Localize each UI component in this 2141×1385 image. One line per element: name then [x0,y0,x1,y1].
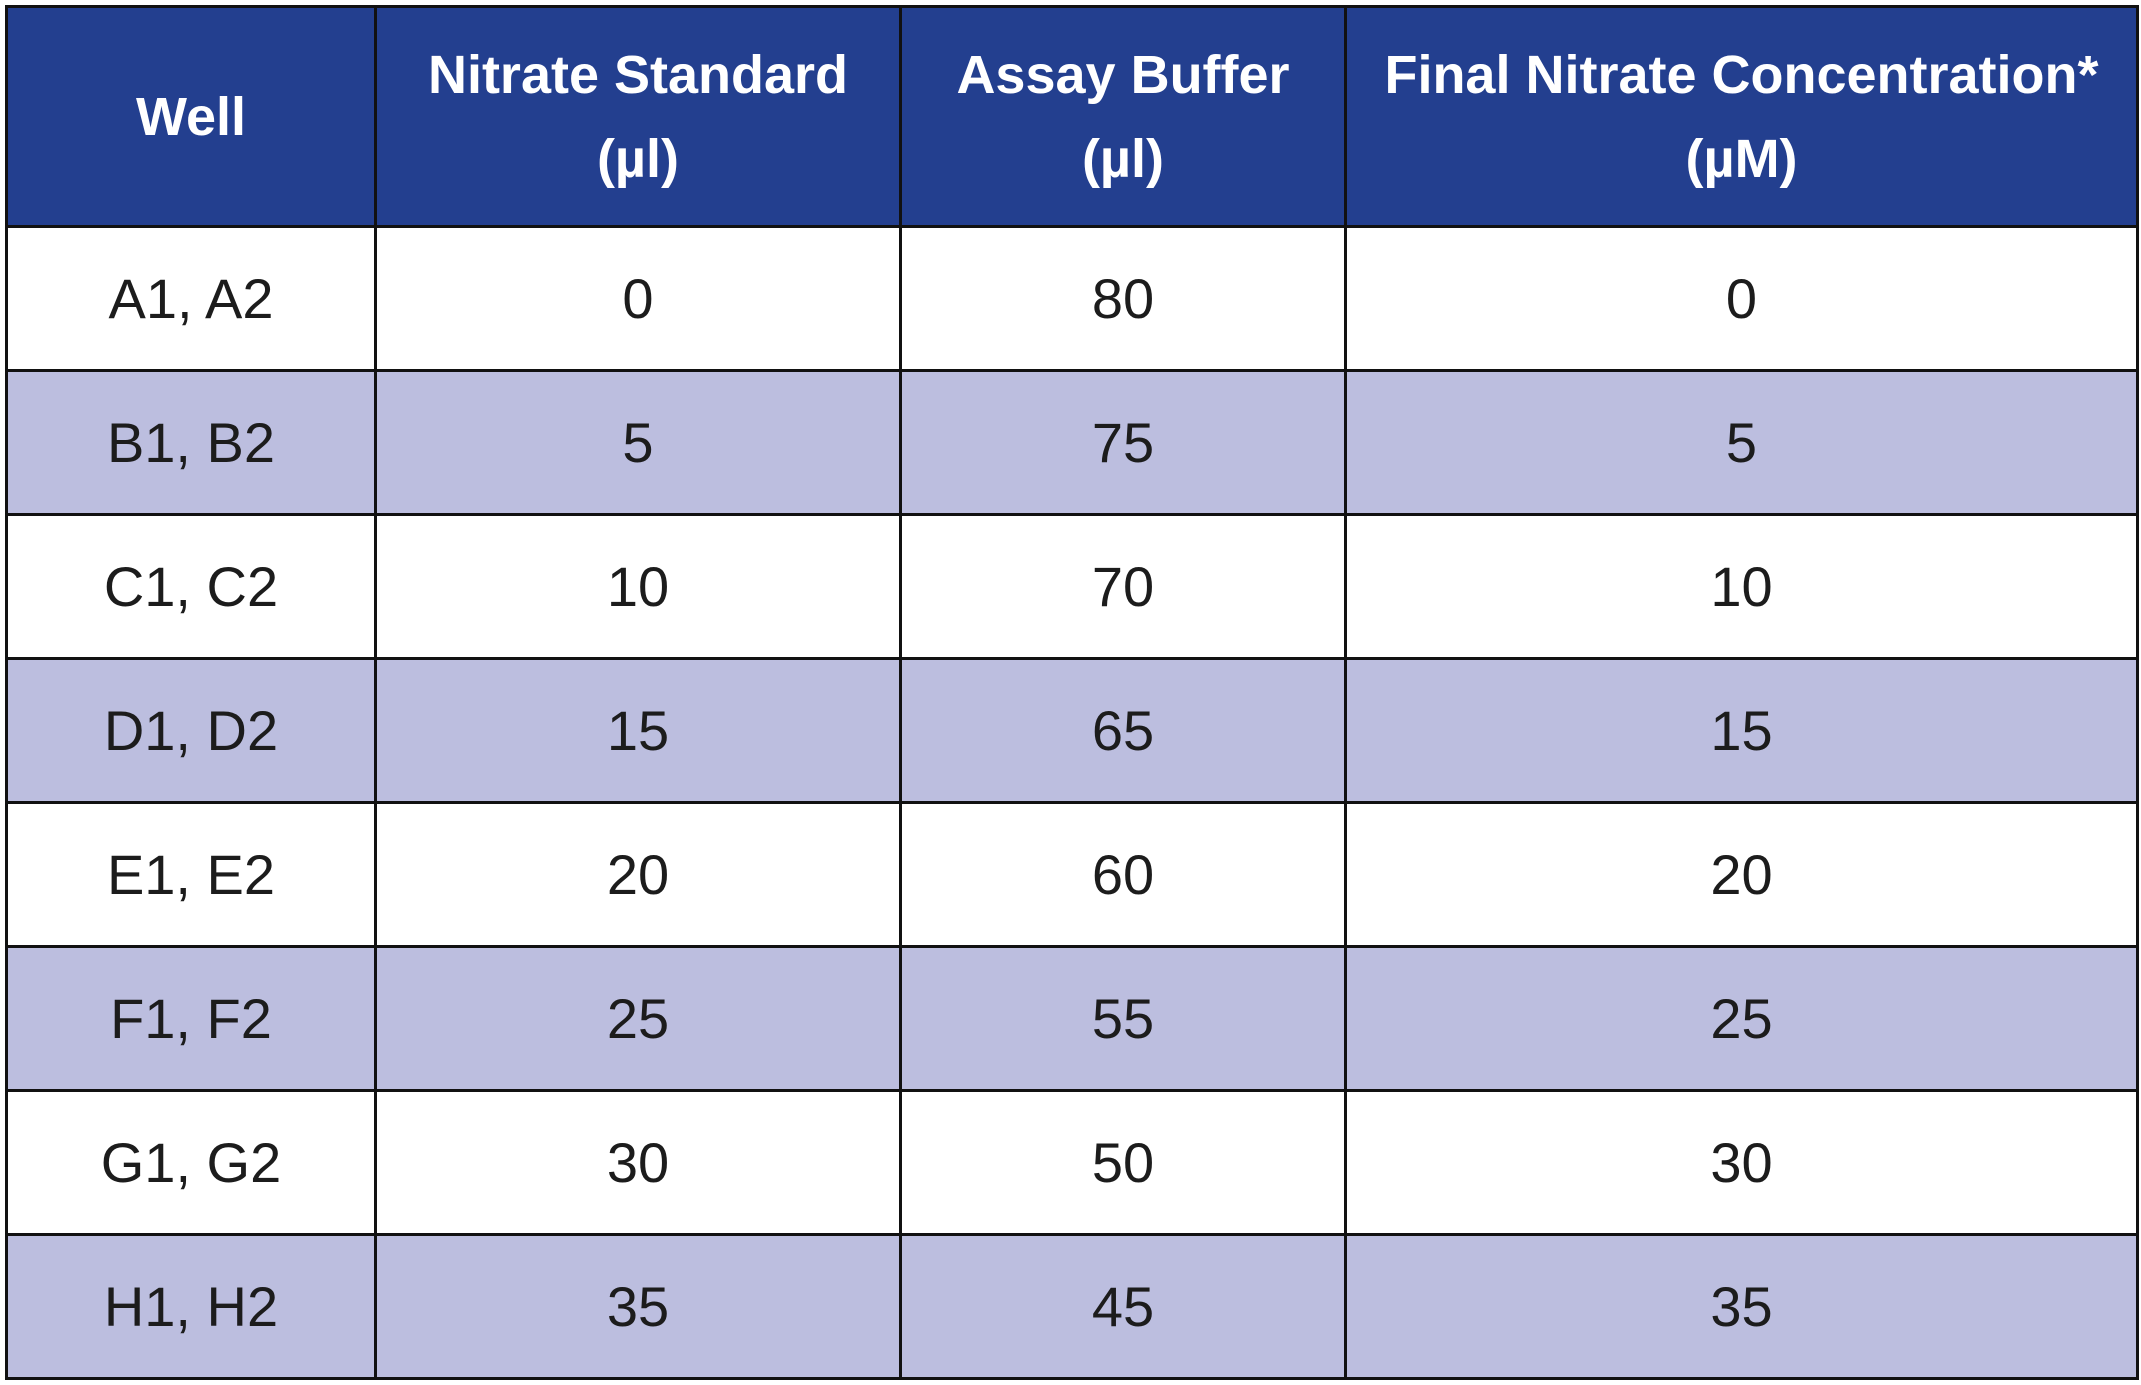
cell-well: G1, G2 [5,1089,377,1236]
table-row: B1, B2 5 75 5 [5,369,2139,516]
cell-final-concentration: 35 [1344,1233,2139,1380]
cell-final-concentration: 20 [1344,801,2139,948]
cell-nitrate-standard: 5 [374,369,902,516]
header-nitrate-standard: Nitrate Standard (µl) [374,5,902,228]
table-row: F1, F2 25 55 25 [5,945,2139,1092]
cell-assay-buffer: 75 [899,369,1347,516]
cell-assay-buffer: 55 [899,945,1347,1092]
cell-nitrate-standard: 20 [374,801,902,948]
nitrate-standard-table: Well Nitrate Standard (µl) Assay Buffer … [5,5,2139,1380]
header-assay-buffer: Assay Buffer (µl) [899,5,1347,228]
cell-final-concentration: 5 [1344,369,2139,516]
cell-assay-buffer: 50 [899,1089,1347,1236]
table-row: A1, A2 0 80 0 [5,225,2139,372]
cell-final-concentration: 0 [1344,225,2139,372]
cell-nitrate-standard: 10 [374,513,902,660]
table-row: E1, E2 20 60 20 [5,801,2139,948]
header-nitrate-standard-unit: (µl) [596,128,680,189]
cell-well: A1, A2 [5,225,377,372]
cell-nitrate-standard: 0 [374,225,902,372]
cell-final-concentration: 15 [1344,657,2139,804]
header-well: Well [5,5,377,228]
header-assay-buffer-label: Assay Buffer [956,44,1290,105]
cell-assay-buffer: 45 [899,1233,1347,1380]
cell-well: E1, E2 [5,801,377,948]
header-well-label: Well [135,86,247,147]
cell-assay-buffer: 70 [899,513,1347,660]
header-final-concentration: Final Nitrate Concentration* (µM) [1344,5,2139,228]
header-assay-buffer-unit: (µl) [1081,128,1165,189]
table-row: G1, G2 30 50 30 [5,1089,2139,1236]
cell-nitrate-standard: 30 [374,1089,902,1236]
cell-well: C1, C2 [5,513,377,660]
header-final-concentration-unit: (µM) [1685,128,1798,189]
table-row: C1, C2 10 70 10 [5,513,2139,660]
table-row: D1, D2 15 65 15 [5,657,2139,804]
cell-well: D1, D2 [5,657,377,804]
header-nitrate-standard-label: Nitrate Standard [427,44,849,105]
cell-nitrate-standard: 15 [374,657,902,804]
cell-final-concentration: 10 [1344,513,2139,660]
cell-nitrate-standard: 25 [374,945,902,1092]
cell-assay-buffer: 65 [899,657,1347,804]
cell-assay-buffer: 80 [899,225,1347,372]
cell-well: B1, B2 [5,369,377,516]
table-row: H1, H2 35 45 35 [5,1233,2139,1380]
header-final-concentration-label: Final Nitrate Concentration* [1384,44,2099,105]
cell-final-concentration: 25 [1344,945,2139,1092]
cell-nitrate-standard: 35 [374,1233,902,1380]
cell-final-concentration: 30 [1344,1089,2139,1236]
cell-well: F1, F2 [5,945,377,1092]
cell-well: H1, H2 [5,1233,377,1380]
cell-assay-buffer: 60 [899,801,1347,948]
nitrate-standard-table-container: Well Nitrate Standard (µl) Assay Buffer … [5,5,2139,1380]
table-header-row: Well Nitrate Standard (µl) Assay Buffer … [5,5,2139,228]
